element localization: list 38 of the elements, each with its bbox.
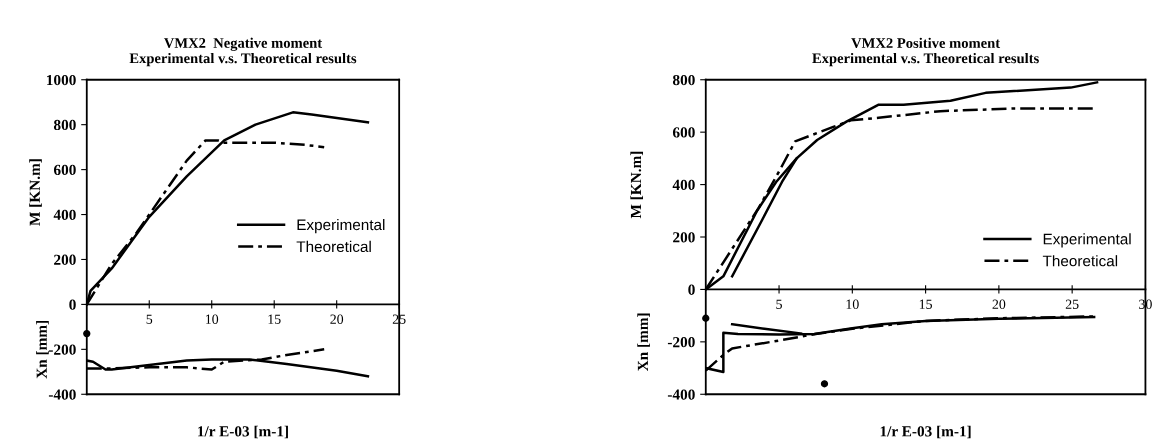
y-tick-label: 0 xyxy=(69,299,76,310)
x-tick-label: 5 xyxy=(146,314,153,324)
legend-label: Theoretical xyxy=(1042,255,1118,267)
y-tick-label: 400 xyxy=(672,179,695,191)
x-tick-label: 20 xyxy=(992,299,1006,309)
y-tick-label: 1000 xyxy=(47,74,76,86)
x-tick-label: 20 xyxy=(330,314,344,324)
y-tick-label: 400 xyxy=(53,209,76,220)
x-tick-label: 10 xyxy=(206,314,219,324)
x-tick-label: 15 xyxy=(919,299,932,309)
y-tick-label: -400 xyxy=(48,389,76,400)
y-tick-label: 200 xyxy=(54,254,76,265)
y-tick-label: -400 xyxy=(667,389,695,400)
chart-title: VMX2 Positive moment xyxy=(851,37,1001,49)
y-tick-label: -200 xyxy=(667,336,695,348)
chart-subtitle: Experimental v.s. Theoretical results xyxy=(129,52,357,67)
chart-subtitle: Experimental v.s. Theoretical results xyxy=(812,52,1039,67)
text: Xn [mm] xyxy=(637,313,650,372)
x-tick-label: 10 xyxy=(846,299,859,309)
y-tick-label: 600 xyxy=(672,127,695,138)
chart-title: VMX2 Negative moment xyxy=(163,37,323,51)
x-tick-label: 5 xyxy=(776,299,782,309)
x-tick-label: 15 xyxy=(268,314,281,324)
legend-label: Experimental xyxy=(1043,233,1131,248)
legend-label: Theoretical xyxy=(296,240,371,253)
y-tick-label: 600 xyxy=(53,164,76,176)
x-tick-label: 25 xyxy=(1065,299,1079,309)
y-tick-label: 200 xyxy=(673,232,695,243)
y-axis-title: M [KN.m] xyxy=(630,151,644,219)
y-tick-label: 0 xyxy=(688,284,695,295)
y-tick-label: 800 xyxy=(672,74,695,86)
x-axis-title: 1/r E-03 [m-1] xyxy=(198,425,288,439)
legend-label: Experimental xyxy=(297,218,385,234)
y-tick-label: 800 xyxy=(53,119,76,131)
y-tick-label: -200 xyxy=(48,344,76,355)
y-axis-title: M [KN.m] xyxy=(29,159,42,226)
x-axis-title: 1/r E-03 [m-1] xyxy=(880,425,971,439)
text: Xn [mm] xyxy=(36,320,49,379)
